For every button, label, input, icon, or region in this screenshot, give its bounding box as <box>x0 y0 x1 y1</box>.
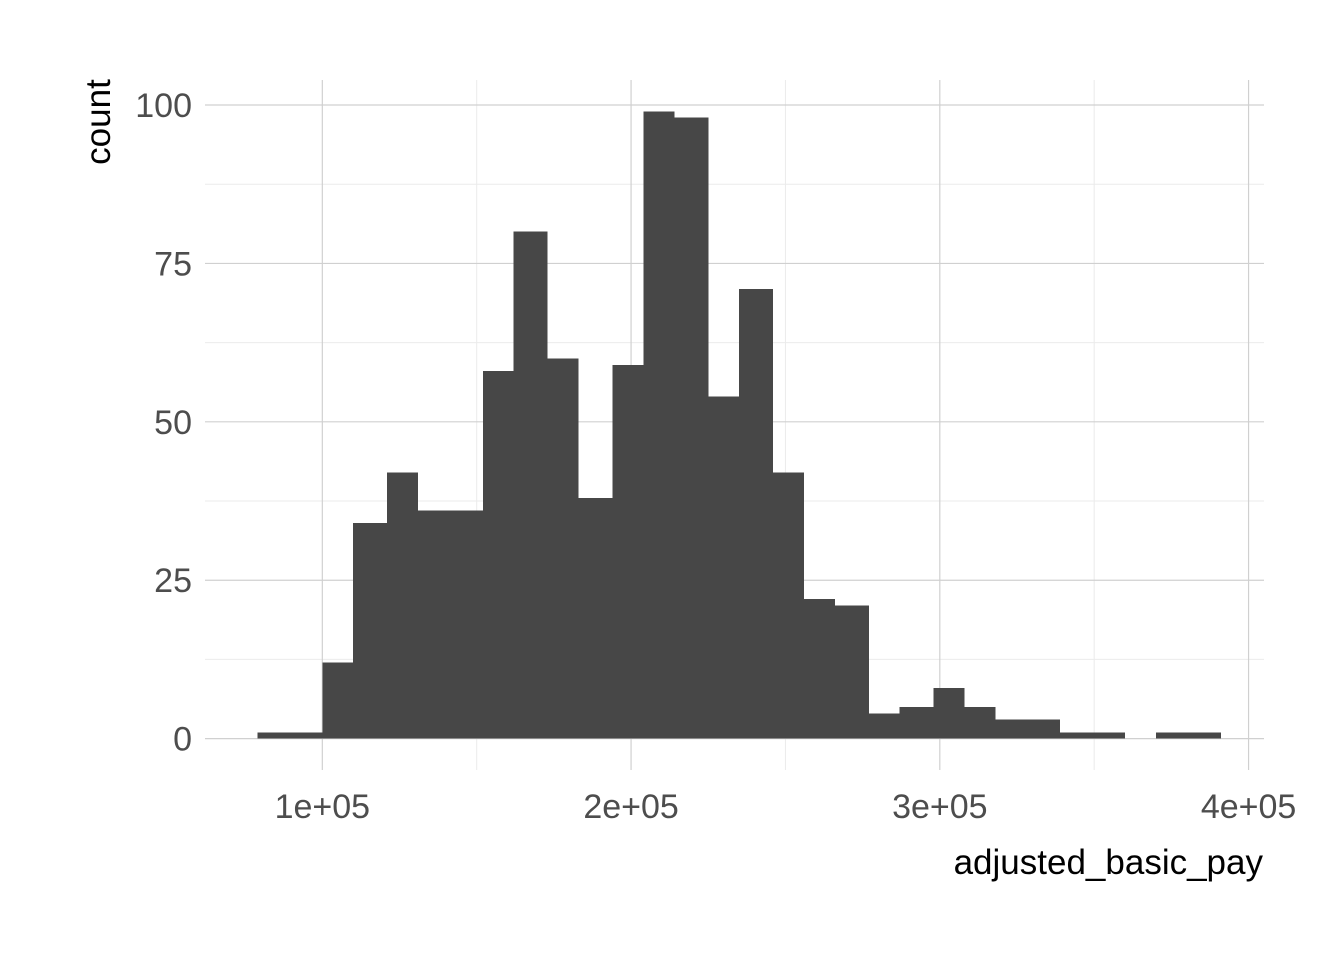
y-tick-label: 75 <box>154 245 192 283</box>
x-tick-label: 3e+05 <box>892 788 988 826</box>
histogram-bar <box>1155 732 1190 739</box>
x-tick-label: 1e+05 <box>275 788 371 826</box>
y-tick-label: 0 <box>173 721 192 759</box>
histogram-bar <box>547 358 579 739</box>
histogram-bar <box>674 117 709 739</box>
y-tick-label: 100 <box>135 87 192 125</box>
histogram-bar <box>964 706 996 739</box>
y-axis-title: count <box>79 79 118 165</box>
histogram-bar <box>387 472 419 739</box>
histogram-bar <box>451 510 483 739</box>
x-tick-label: 4e+05 <box>1201 788 1297 826</box>
histogram-bar <box>933 687 965 739</box>
histogram-bar <box>708 396 740 739</box>
histogram-bar <box>353 523 388 739</box>
y-tick-label: 50 <box>154 404 192 442</box>
histogram-bar <box>288 732 323 739</box>
histogram-bar <box>899 706 934 739</box>
histogram-bar <box>612 364 644 739</box>
histogram-bar <box>513 231 548 739</box>
y-axis-tick-labels: 0 25 50 75 100 <box>135 87 192 759</box>
histogram-bar <box>803 599 835 739</box>
histogram-bars <box>257 111 1221 739</box>
histogram-bar <box>482 371 514 739</box>
histogram-bar <box>257 732 289 739</box>
x-axis-tick-labels: 1e+05 2e+05 3e+05 4e+05 <box>275 788 1297 826</box>
x-tick-label: 2e+05 <box>583 788 679 826</box>
histogram-bar <box>739 288 774 739</box>
histogram-bar <box>773 472 804 739</box>
histogram-bar <box>578 497 613 739</box>
histogram-bar <box>1094 732 1126 739</box>
histogram-bar <box>418 510 452 739</box>
histogram-bar <box>868 713 900 739</box>
histogram-bar <box>834 605 869 739</box>
histogram-bar <box>1189 732 1221 739</box>
histogram-bar <box>995 719 1030 739</box>
histogram-bar <box>1060 732 1095 739</box>
y-tick-label: 25 <box>154 562 192 600</box>
x-axis-title: adjusted_basic_pay <box>954 843 1264 882</box>
histogram-bar <box>1029 719 1061 739</box>
histogram-bar <box>643 111 675 739</box>
histogram-bar <box>322 662 354 739</box>
